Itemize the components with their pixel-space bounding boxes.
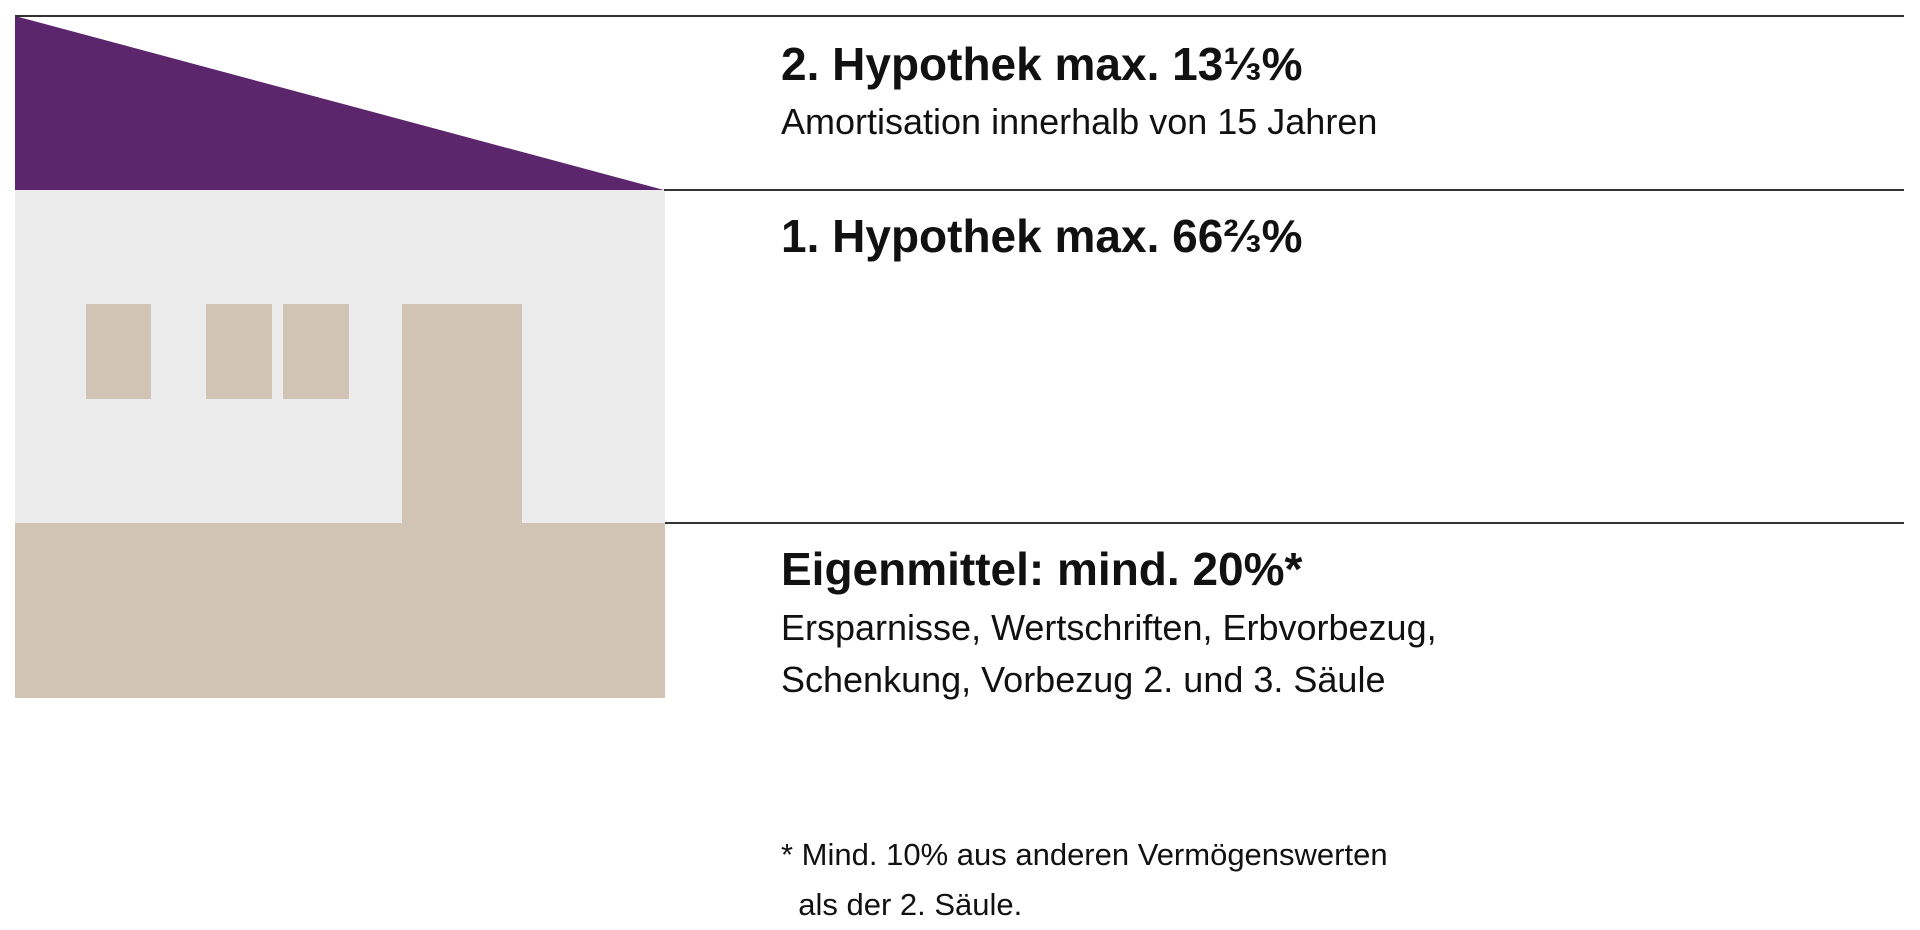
footnote-line: * Mind. 10% aus anderen Vermögenswerten	[781, 837, 1388, 872]
door	[402, 304, 522, 524]
second-mortgage-subtitle: Amortisation innerhalb von 15 Jahren	[781, 101, 1378, 142]
equity-title: Eigenmittel: mind. 20%*	[781, 543, 1303, 595]
equity-line: Ersparnisse, Wertschriften, Erbvorbezug,	[781, 607, 1437, 648]
foundation	[15, 523, 665, 698]
second-mortgage-title: 2. Hypothek max. 13⅓%	[781, 38, 1303, 90]
equity-line: Schenkung, Vorbezug 2. und 3. Säule	[781, 659, 1386, 700]
first-mortgage-title: 1. Hypothek max. 66⅔%	[781, 210, 1303, 262]
roof	[15, 16, 664, 190]
window	[283, 304, 349, 399]
window	[206, 304, 272, 399]
top-divider	[15, 15, 1904, 17]
footnote-line: als der 2. Säule.	[781, 887, 1023, 922]
window	[86, 304, 151, 399]
roof-divider	[664, 189, 1904, 191]
foundation-divider	[665, 522, 1904, 524]
